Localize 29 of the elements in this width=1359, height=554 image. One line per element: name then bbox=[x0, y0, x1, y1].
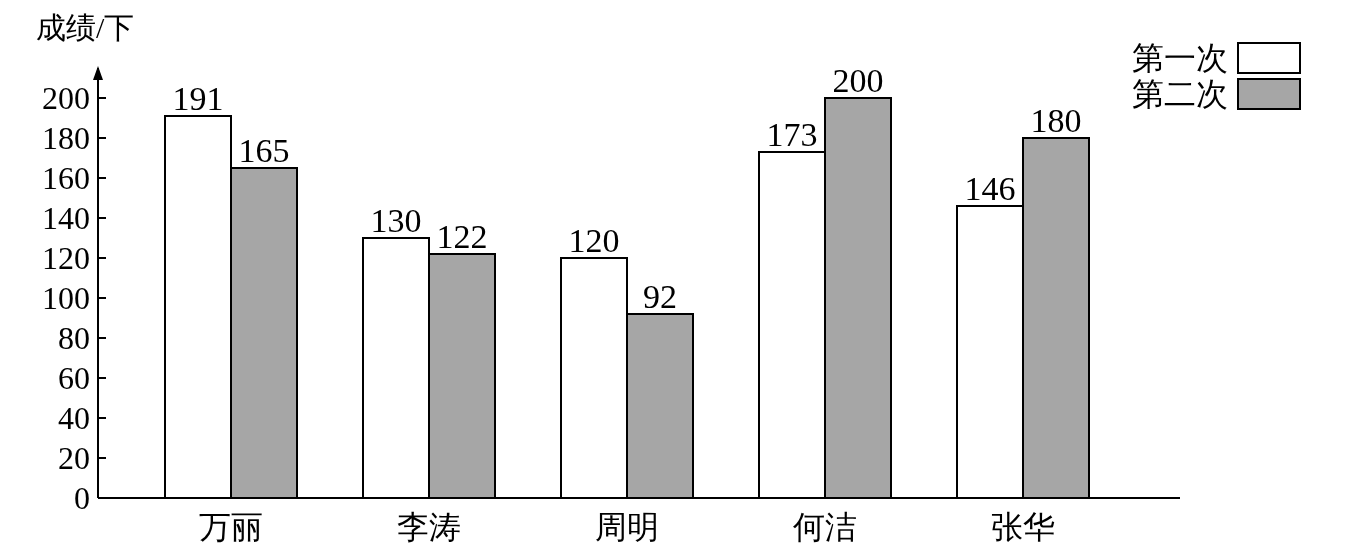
y-tick-label: 40 bbox=[58, 400, 90, 437]
data-label: 173 bbox=[766, 116, 818, 153]
y-axis-title: 成绩/下 bbox=[36, 11, 135, 44]
data-label: 92 bbox=[643, 278, 677, 315]
data-label: 200 bbox=[832, 62, 884, 99]
x-tick-label: 张华 bbox=[991, 509, 1055, 545]
y-tick-label: 20 bbox=[58, 440, 90, 477]
data-label: 146 bbox=[964, 170, 1016, 207]
data-label: 191 bbox=[172, 80, 224, 117]
y-tick-label: 0 bbox=[74, 480, 90, 517]
y-tick-label: 100 bbox=[42, 280, 90, 317]
y-tick-label: 120 bbox=[42, 240, 90, 277]
data-label: 122 bbox=[436, 218, 488, 255]
x-tick-label: 李涛 bbox=[397, 509, 461, 545]
data-label: 180 bbox=[1030, 102, 1082, 139]
y-tick-label: 80 bbox=[58, 320, 90, 357]
legend-label: 第二次 bbox=[1132, 76, 1228, 113]
legend-label: 第一次 bbox=[1132, 40, 1228, 77]
y-tick-label: 180 bbox=[42, 120, 90, 157]
x-tick-label: 何洁 bbox=[793, 509, 857, 545]
y-tick-label: 140 bbox=[42, 200, 90, 237]
data-label: 130 bbox=[370, 202, 422, 239]
x-tick-label: 万丽 bbox=[199, 509, 263, 545]
data-label: 165 bbox=[238, 132, 290, 169]
data-label: 120 bbox=[568, 222, 620, 259]
y-tick-label: 60 bbox=[58, 360, 90, 397]
x-tick-label: 周明 bbox=[595, 509, 659, 545]
y-tick-label: 200 bbox=[42, 80, 90, 117]
y-tick-label: 160 bbox=[42, 160, 90, 197]
